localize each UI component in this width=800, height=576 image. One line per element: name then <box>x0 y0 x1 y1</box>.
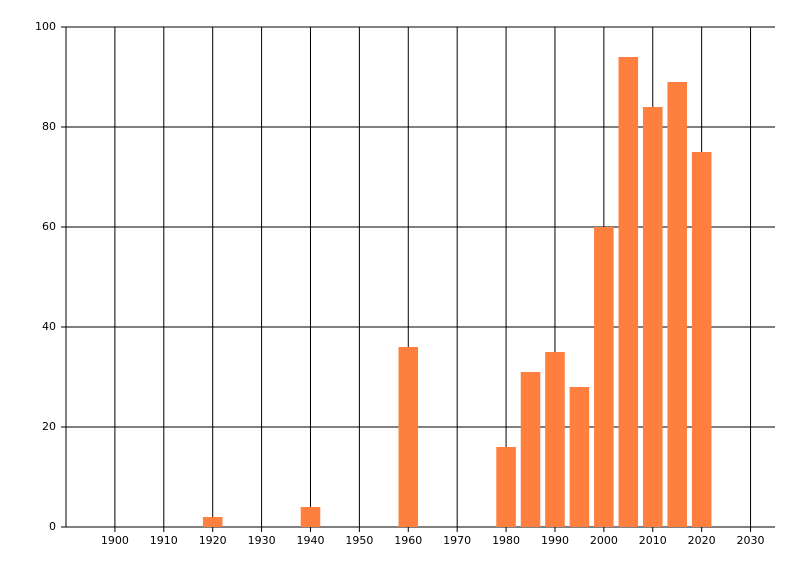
x-tick-label: 2000 <box>590 534 618 547</box>
x-tick-label: 1950 <box>345 534 373 547</box>
x-tick-label: 1900 <box>101 534 129 547</box>
x-tick-label: 1980 <box>492 534 520 547</box>
y-tick-label: 100 <box>35 20 56 33</box>
bar <box>202 517 223 527</box>
y-tick-label: 40 <box>42 320 56 333</box>
x-tick-label: 2020 <box>688 534 716 547</box>
bar <box>496 447 516 527</box>
x-tick-label: 1990 <box>541 534 569 547</box>
x-tick-label: 2010 <box>639 534 667 547</box>
bar <box>691 152 712 527</box>
bar <box>642 107 663 527</box>
bar <box>594 227 614 527</box>
y-tick-label: 20 <box>42 420 56 433</box>
bar <box>398 347 419 527</box>
x-tick-label: 1910 <box>150 534 178 547</box>
bar <box>618 57 639 527</box>
bar <box>667 82 687 527</box>
x-tick-label: 1940 <box>296 534 324 547</box>
y-tick-label: 0 <box>49 520 56 533</box>
x-tick-label: 1920 <box>199 534 227 547</box>
x-tick-label: 1930 <box>248 534 276 547</box>
bar <box>545 352 565 527</box>
x-tick-label: 2030 <box>737 534 765 547</box>
x-tick-label: 1960 <box>394 534 422 547</box>
y-tick-label: 80 <box>42 120 56 133</box>
y-tick-label: 60 <box>42 220 56 233</box>
bar <box>520 372 541 527</box>
bar <box>569 387 590 527</box>
x-tick-label: 1970 <box>443 534 471 547</box>
bar <box>300 507 321 527</box>
